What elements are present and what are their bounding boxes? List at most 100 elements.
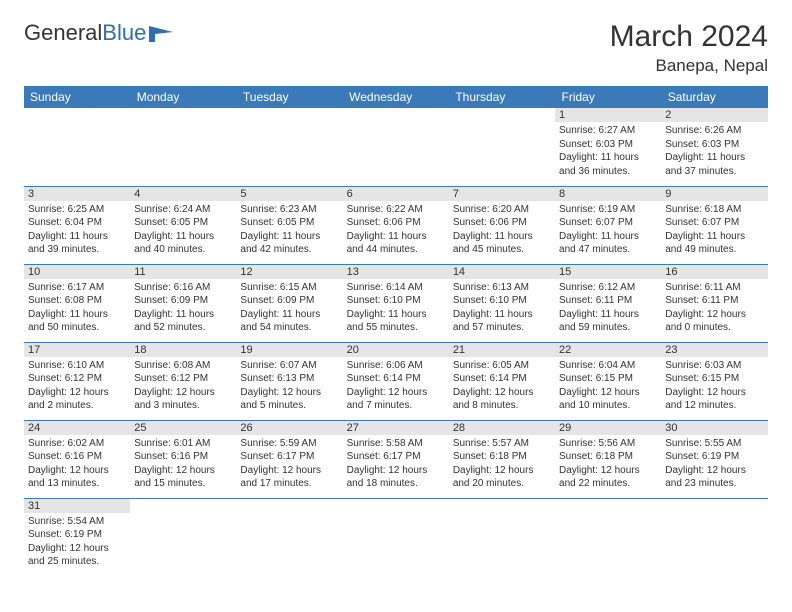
calendar-cell: 2Sunrise: 6:26 AMSunset: 6:03 PMDaylight…: [661, 108, 767, 186]
day-number: 15: [555, 265, 661, 279]
day-line: Sunrise: 6:22 AM: [347, 203, 445, 217]
day-content: Sunrise: 6:24 AMSunset: 6:05 PMDaylight:…: [130, 201, 236, 261]
day-line: and 45 minutes.: [453, 243, 551, 257]
day-line: Sunrise: 5:55 AM: [665, 437, 763, 451]
day-line: Sunrise: 6:16 AM: [134, 281, 232, 295]
calendar: SundayMondayTuesdayWednesdayThursdayFrid…: [24, 86, 768, 576]
day-line: Daylight: 11 hours: [134, 230, 232, 244]
day-line: Sunset: 6:09 PM: [240, 294, 338, 308]
calendar-row: 31Sunrise: 5:54 AMSunset: 6:19 PMDayligh…: [24, 498, 768, 576]
day-content: Sunrise: 6:11 AMSunset: 6:11 PMDaylight:…: [661, 279, 767, 339]
day-line: Sunrise: 6:23 AM: [240, 203, 338, 217]
day-line: Sunrise: 6:20 AM: [453, 203, 551, 217]
day-line: Daylight: 12 hours: [28, 464, 126, 478]
day-number: 6: [343, 187, 449, 201]
day-line: Sunset: 6:12 PM: [28, 372, 126, 386]
calendar-cell: 10Sunrise: 6:17 AMSunset: 6:08 PMDayligh…: [24, 264, 130, 342]
day-content: Sunrise: 6:06 AMSunset: 6:14 PMDaylight:…: [343, 357, 449, 417]
day-line: Sunrise: 6:27 AM: [559, 124, 657, 138]
day-line: Sunset: 6:17 PM: [347, 450, 445, 464]
day-line: Sunrise: 6:15 AM: [240, 281, 338, 295]
calendar-cell: 28Sunrise: 5:57 AMSunset: 6:18 PMDayligh…: [449, 420, 555, 498]
day-content: Sunrise: 5:55 AMSunset: 6:19 PMDaylight:…: [661, 435, 767, 495]
calendar-cell: [24, 108, 130, 186]
day-line: Sunset: 6:14 PM: [347, 372, 445, 386]
day-number: 1: [555, 108, 661, 122]
calendar-cell: [236, 498, 342, 576]
day-line: Sunset: 6:06 PM: [453, 216, 551, 230]
day-line: and 10 minutes.: [559, 399, 657, 413]
day-line: Daylight: 11 hours: [665, 151, 763, 165]
day-number: 17: [24, 343, 130, 357]
day-number: 29: [555, 421, 661, 435]
day-number: 18: [130, 343, 236, 357]
day-line: and 2 minutes.: [28, 399, 126, 413]
day-line: Sunset: 6:15 PM: [559, 372, 657, 386]
calendar-cell: 5Sunrise: 6:23 AMSunset: 6:05 PMDaylight…: [236, 186, 342, 264]
day-line: Daylight: 12 hours: [453, 386, 551, 400]
day-content: Sunrise: 6:12 AMSunset: 6:11 PMDaylight:…: [555, 279, 661, 339]
day-content: Sunrise: 6:13 AMSunset: 6:10 PMDaylight:…: [449, 279, 555, 339]
calendar-cell: [661, 498, 767, 576]
day-line: Daylight: 12 hours: [559, 386, 657, 400]
day-line: Sunrise: 5:57 AM: [453, 437, 551, 451]
day-line: and 15 minutes.: [134, 477, 232, 491]
day-number: 27: [343, 421, 449, 435]
day-line: Sunset: 6:05 PM: [134, 216, 232, 230]
day-line: and 40 minutes.: [134, 243, 232, 257]
day-line: Sunrise: 6:05 AM: [453, 359, 551, 373]
day-line: Sunrise: 6:26 AM: [665, 124, 763, 138]
day-line: Sunrise: 6:01 AM: [134, 437, 232, 451]
day-line: Sunset: 6:16 PM: [134, 450, 232, 464]
day-number: 8: [555, 187, 661, 201]
day-number: 14: [449, 265, 555, 279]
day-line: Daylight: 12 hours: [240, 464, 338, 478]
calendar-cell: 14Sunrise: 6:13 AMSunset: 6:10 PMDayligh…: [449, 264, 555, 342]
day-line: Daylight: 11 hours: [665, 230, 763, 244]
day-line: Daylight: 12 hours: [28, 542, 126, 556]
day-number: 11: [130, 265, 236, 279]
calendar-cell: 3Sunrise: 6:25 AMSunset: 6:04 PMDaylight…: [24, 186, 130, 264]
day-line: Sunrise: 6:06 AM: [347, 359, 445, 373]
day-line: and 25 minutes.: [28, 555, 126, 569]
day-content: Sunrise: 6:20 AMSunset: 6:06 PMDaylight:…: [449, 201, 555, 261]
day-line: and 13 minutes.: [28, 477, 126, 491]
day-number: 5: [236, 187, 342, 201]
day-number: 19: [236, 343, 342, 357]
day-line: Sunset: 6:14 PM: [453, 372, 551, 386]
calendar-cell: 20Sunrise: 6:06 AMSunset: 6:14 PMDayligh…: [343, 342, 449, 420]
calendar-cell: 11Sunrise: 6:16 AMSunset: 6:09 PMDayligh…: [130, 264, 236, 342]
day-number: 10: [24, 265, 130, 279]
calendar-cell: 18Sunrise: 6:08 AMSunset: 6:12 PMDayligh…: [130, 342, 236, 420]
weekday-header: Friday: [555, 86, 661, 108]
day-line: Sunrise: 6:02 AM: [28, 437, 126, 451]
day-content: Sunrise: 6:16 AMSunset: 6:09 PMDaylight:…: [130, 279, 236, 339]
calendar-cell: 13Sunrise: 6:14 AMSunset: 6:10 PMDayligh…: [343, 264, 449, 342]
day-line: and 47 minutes.: [559, 243, 657, 257]
calendar-cell: 30Sunrise: 5:55 AMSunset: 6:19 PMDayligh…: [661, 420, 767, 498]
day-line: and 42 minutes.: [240, 243, 338, 257]
day-line: Sunrise: 6:25 AM: [28, 203, 126, 217]
weekday-header: Wednesday: [343, 86, 449, 108]
day-number: 4: [130, 187, 236, 201]
weekday-header: Monday: [130, 86, 236, 108]
day-line: Sunset: 6:10 PM: [453, 294, 551, 308]
day-line: Daylight: 12 hours: [665, 464, 763, 478]
day-line: Daylight: 12 hours: [347, 464, 445, 478]
day-line: Sunset: 6:03 PM: [559, 138, 657, 152]
day-line: and 52 minutes.: [134, 321, 232, 335]
day-line: Daylight: 11 hours: [559, 230, 657, 244]
day-line: Daylight: 11 hours: [559, 151, 657, 165]
day-number-blank: [24, 108, 130, 122]
day-line: and 37 minutes.: [665, 165, 763, 179]
day-line: Sunset: 6:09 PM: [134, 294, 232, 308]
day-line: Daylight: 11 hours: [559, 308, 657, 322]
calendar-row: 17Sunrise: 6:10 AMSunset: 6:12 PMDayligh…: [24, 342, 768, 420]
day-number: 13: [343, 265, 449, 279]
day-line: Daylight: 12 hours: [240, 386, 338, 400]
day-number: 2: [661, 108, 767, 122]
day-line: Sunrise: 5:59 AM: [240, 437, 338, 451]
calendar-cell: 19Sunrise: 6:07 AMSunset: 6:13 PMDayligh…: [236, 342, 342, 420]
day-content: Sunrise: 6:05 AMSunset: 6:14 PMDaylight:…: [449, 357, 555, 417]
day-line: Daylight: 11 hours: [240, 308, 338, 322]
